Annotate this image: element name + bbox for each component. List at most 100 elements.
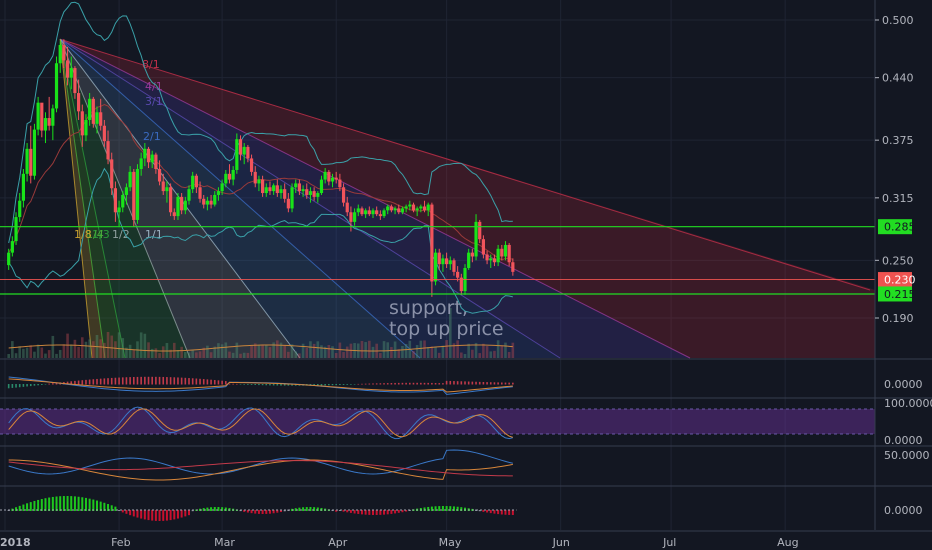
candlestick-series[interactable] [7,39,515,297]
candle[interactable] [165,181,169,203]
candle[interactable] [216,187,221,201]
candle[interactable] [408,200,412,211]
candle[interactable] [422,200,427,213]
candle[interactable] [334,171,338,184]
candle[interactable] [202,194,206,209]
candle[interactable] [169,183,173,217]
candle[interactable] [62,39,66,69]
candle[interactable] [10,236,14,257]
candle[interactable] [58,41,62,73]
candle[interactable] [261,175,265,197]
candle[interactable] [459,273,463,295]
candle[interactable] [404,204,408,213]
candle[interactable] [180,193,184,215]
candle[interactable] [157,160,162,186]
candle[interactable] [99,98,103,131]
candle[interactable] [43,112,48,144]
gann-fan-ray[interactable] [59,39,126,359]
candle[interactable] [65,46,70,86]
candle[interactable] [18,193,22,222]
candle[interactable] [437,248,441,270]
candle[interactable] [154,152,158,174]
candle[interactable] [389,204,393,213]
candle[interactable] [430,202,434,297]
candle[interactable] [29,125,33,184]
candle[interactable] [213,191,217,207]
candle[interactable] [227,164,232,184]
candle[interactable] [21,169,25,208]
price-badge[interactable] [878,286,912,302]
candle[interactable] [470,248,474,263]
candle[interactable] [415,206,419,217]
candle[interactable] [69,56,73,90]
gann-fan-ray[interactable] [59,39,93,359]
candle[interactable] [132,169,136,227]
candle[interactable] [88,93,92,126]
candle[interactable] [356,204,360,217]
horizontal-price-lines[interactable] [0,226,875,295]
candle[interactable] [128,166,132,192]
candle[interactable] [51,104,55,141]
candle[interactable] [286,193,290,213]
candle[interactable] [135,164,140,224]
candle[interactable] [95,106,99,134]
candle[interactable] [272,183,276,195]
candle[interactable] [121,191,125,213]
candle[interactable] [194,173,198,194]
candle[interactable] [84,114,88,142]
candle[interactable] [367,206,371,217]
candle[interactable] [102,119,106,147]
candle[interactable] [7,248,11,270]
candle[interactable] [268,181,272,195]
candle[interactable] [308,187,313,203]
candle[interactable] [448,256,452,270]
candle[interactable] [485,250,489,265]
candle[interactable] [319,175,324,195]
time-axis[interactable]: 2018 Feb Mar Apr May Jun Jul Aug [0,536,799,549]
candle[interactable] [54,56,59,113]
candle[interactable] [32,123,37,180]
candle[interactable] [224,169,228,188]
candle[interactable] [150,150,154,169]
candle[interactable] [419,204,423,213]
candle[interactable] [378,210,382,220]
candle[interactable] [316,191,320,203]
candle[interactable] [441,254,445,272]
candle[interactable] [143,143,147,167]
candle[interactable] [257,175,261,192]
candle[interactable] [117,200,121,227]
candle[interactable] [264,183,268,197]
candle[interactable] [124,183,129,205]
candle[interactable] [249,154,254,176]
candle[interactable] [161,173,165,195]
candle[interactable] [489,254,493,269]
gann-fan-zone[interactable] [60,39,875,359]
candle[interactable] [231,166,235,186]
candle[interactable] [330,173,335,188]
candle[interactable] [242,143,246,165]
candle[interactable] [36,96,40,136]
candle[interactable] [172,208,176,220]
candle[interactable] [507,243,511,267]
candle[interactable] [327,169,331,186]
annotation-line-2[interactable]: top up price [389,318,504,340]
candle[interactable] [198,181,202,203]
candle[interactable] [91,96,95,128]
candle[interactable] [301,185,305,197]
candle[interactable] [338,173,342,192]
annotation-line-1[interactable]: support, [389,297,468,319]
gann-fan-ray[interactable] [59,39,106,359]
candle[interactable] [445,252,449,269]
candle[interactable] [386,204,390,215]
candle[interactable] [146,146,151,169]
candle[interactable] [375,206,379,217]
candle[interactable] [496,244,500,267]
candle[interactable] [235,133,239,174]
candle[interactable] [452,258,456,276]
candle[interactable] [113,181,117,222]
candle[interactable] [246,144,250,163]
candle[interactable] [220,179,224,195]
candle[interactable] [283,183,287,203]
candle[interactable] [25,143,29,182]
